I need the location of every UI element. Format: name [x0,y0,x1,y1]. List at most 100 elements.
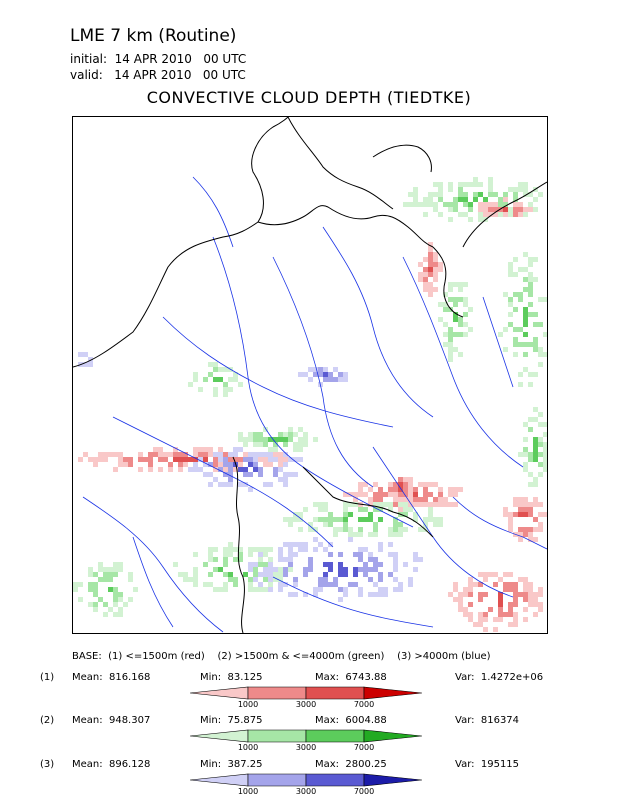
cloud-cell [303,547,308,552]
cloud-cell [193,452,198,457]
cloud-cell [278,462,283,467]
cloud-cell [333,367,338,372]
cloud-cell [493,202,498,207]
cloud-cell [498,577,503,582]
cloud-cell [278,587,283,592]
cloud-cell [513,307,518,312]
cloud-cell [438,192,443,197]
cloud-cell [398,482,403,487]
cloud-cell [138,457,143,462]
cloud-cell [368,487,373,492]
cloud-cell [98,457,103,462]
cloud-cell [293,442,298,447]
cloud-cell [168,452,173,457]
cloud-cell [513,497,518,502]
cloud-cell [458,592,463,597]
cloud-cell [223,367,228,372]
cloud-cell [368,517,373,522]
cloud-cell [513,612,518,617]
cloud-cell [253,462,258,467]
cloud-cell [528,472,533,477]
cloud-cell [348,502,353,507]
cloud-cell [293,582,298,587]
cloud-cell [378,497,383,502]
cloud-cell [208,547,213,552]
cloud-cell [448,492,453,497]
cloud-cell [423,202,428,207]
cloud-cell [223,587,228,592]
cloud-cell [213,387,218,392]
cloud-cell [478,212,483,217]
cloud-cell [368,577,373,582]
cloud-cell [213,467,218,472]
cloud-cell [383,502,388,507]
cloud-cell [318,517,323,522]
chart-title: CONVECTIVE CLOUD DEPTH (TIEDTKE) [146,88,472,107]
cloud-cell [353,492,358,497]
cloud-cell [173,452,178,457]
cloud-cell [328,562,333,567]
cloud-cell [283,482,288,487]
cloud-cell [378,502,383,507]
cloud-cell [268,437,273,442]
cloud-cell [433,277,438,282]
cloud-cell [458,182,463,187]
cloud-cell [258,572,263,577]
cloud-cell [233,577,238,582]
cloud-cell [458,487,463,492]
cloud-cell [303,572,308,577]
cloud-cell [228,377,233,382]
cloud-cell [353,497,358,502]
cloud-cell [518,292,523,297]
cloud-cell [208,557,213,562]
cloud-cell [338,527,343,532]
cloud-cell [403,497,408,502]
cloud-cell [223,457,228,462]
cloud-cell [198,467,203,472]
cloud-cell [223,582,228,587]
cloud-cell [258,452,263,457]
cloud-cell [523,587,528,592]
cloud-cell [523,607,528,612]
cloud-cell [543,447,547,452]
cloud-cell [498,602,503,607]
cloud-cell [398,502,403,507]
cloud-cell [313,537,318,542]
cloud-cell [438,262,443,267]
cloud-cell [458,602,463,607]
cloud-cell [118,612,123,617]
cloud-cell [448,297,453,302]
cloud-cell [538,522,543,527]
cloud-cell [298,527,303,532]
cloud-cell [398,487,403,492]
coastline [73,117,547,633]
cloud-cell [303,432,308,437]
cloud-cell [328,552,333,557]
cloud-cell [448,337,453,342]
cloud-cell [293,472,298,477]
cloud-cell [93,572,98,577]
cloud-cell [118,452,123,457]
cloud-cell [463,607,468,612]
cloud-cell [313,527,318,532]
cloud-cell [528,507,533,512]
colorbar [190,729,422,743]
cloud-cell [268,577,273,582]
cloud-cell [438,267,443,272]
cloud-cell [223,467,228,472]
cloud-cell [253,452,258,457]
cloud-cell [458,317,463,322]
cloud-cell [228,482,233,487]
cloud-cell [433,267,438,272]
cloud-cell [263,572,268,577]
cloud-cell [483,207,488,212]
cloud-cell [88,362,93,367]
cloud-cell [233,547,238,552]
cloud-cell [218,462,223,467]
cloud-cell [123,457,128,462]
cloud-cell [203,452,208,457]
cloud-cell [198,457,203,462]
cloud-cell [418,502,423,507]
cloud-cell [408,192,413,197]
legend-min: Min: 387.25 [200,759,263,770]
